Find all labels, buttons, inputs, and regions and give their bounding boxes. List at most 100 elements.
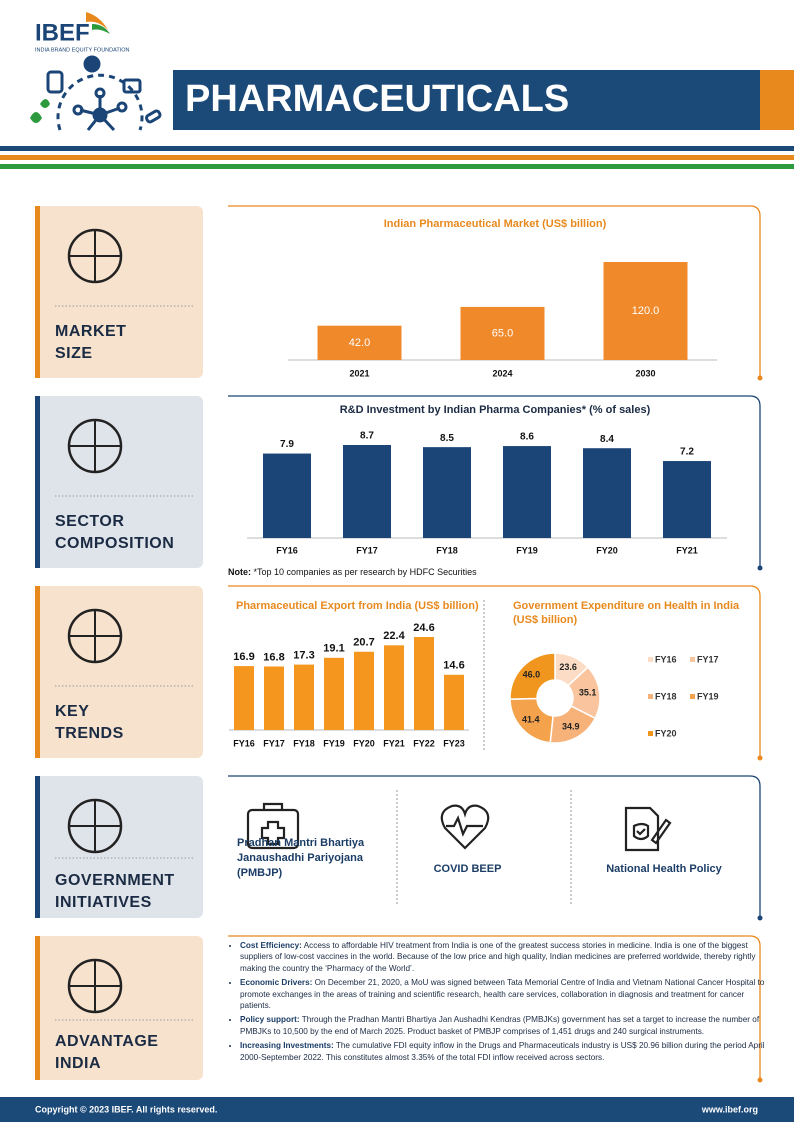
section-accent <box>35 396 40 568</box>
data-label: 46.0 <box>523 669 541 679</box>
data-label: 20.7 <box>353 637 374 649</box>
bar <box>354 651 374 730</box>
data-label: 35.1 <box>579 688 597 698</box>
section-label: ADVANTAGE <box>55 1033 158 1050</box>
legend-label: FY17 <box>697 654 719 664</box>
data-label: 23.6 <box>559 662 577 672</box>
section-label: SIZE <box>55 345 93 362</box>
data-label: 7.9 <box>280 439 294 450</box>
section-frame-dot <box>757 915 763 921</box>
stripe <box>0 146 794 151</box>
section-label: MARKET <box>55 323 126 340</box>
pie-slice <box>509 652 556 700</box>
website: www.ibef.org <box>701 1104 758 1114</box>
bar <box>414 637 434 730</box>
bar <box>263 453 311 538</box>
data-label: 19.1 <box>323 643 344 655</box>
advantage-label: Policy support: <box>240 1015 300 1025</box>
note-text: *Top 10 companies as per research by HDF… <box>253 567 477 577</box>
section-accent <box>35 586 40 758</box>
advantage-text: Access to affordable HIV treatment from … <box>240 941 756 973</box>
data-label: 120.0 <box>632 305 660 317</box>
footer-bar <box>0 1097 794 1122</box>
advantage-text: Through the Pradhan Mantri Bhartiya Jan … <box>240 1015 760 1036</box>
section-accent <box>35 206 40 378</box>
stripe <box>0 164 794 169</box>
section-box <box>35 206 203 378</box>
advantage-item: Increasing Investments: The cumulative F… <box>240 1040 772 1063</box>
bar <box>663 461 711 538</box>
bar <box>234 666 254 730</box>
bar <box>324 657 344 730</box>
section-accent <box>35 776 40 918</box>
section-box <box>35 396 203 568</box>
initiative-icons <box>246 802 672 852</box>
legend-swatch <box>648 731 653 736</box>
data-label: 34.9 <box>562 721 580 731</box>
data-label: 7.2 <box>680 447 694 458</box>
x-tick-label: FY19 <box>323 738 345 748</box>
data-label: 22.4 <box>383 630 405 642</box>
note: Note: *Top 10 companies as per research … <box>228 567 477 577</box>
advantage-item: Economic Drivers: On December 21, 2020, … <box>240 977 772 1011</box>
data-label: 16.9 <box>233 651 254 663</box>
x-tick-label: FY16 <box>276 545 298 555</box>
bar <box>317 325 402 360</box>
section-frame <box>228 395 761 568</box>
advantages-list: Cost Efficiency: Access to affordable HI… <box>228 940 772 1066</box>
x-tick-label: FY19 <box>516 545 538 555</box>
section-box <box>35 936 203 1080</box>
bar <box>503 446 551 538</box>
section-frame-dot <box>757 375 763 381</box>
x-tick-label: FY22 <box>413 738 435 748</box>
title-bar-accent <box>760 70 794 130</box>
bar <box>423 447 471 538</box>
logo: IBEF <box>35 19 90 46</box>
x-tick-label: FY17 <box>356 545 378 555</box>
advantage-item: Cost Efficiency: Access to affordable HI… <box>240 940 772 974</box>
x-tick-label: FY20 <box>353 738 375 748</box>
data-label: 17.3 <box>293 650 314 662</box>
x-tick-label: 2021 <box>349 368 369 378</box>
bar <box>603 262 688 360</box>
data-label: 16.8 <box>263 651 284 663</box>
legend-label: FY16 <box>655 654 677 664</box>
data-label: 8.7 <box>360 431 374 442</box>
section-frame-dot <box>757 565 763 571</box>
section-icon <box>69 610 121 662</box>
advantage-item: Policy support: Through the Pradhan Mant… <box>240 1014 772 1037</box>
data-label: 14.6 <box>443 660 464 672</box>
initiative: COVID BEEP <box>433 863 502 875</box>
x-tick-label: 2030 <box>635 368 655 378</box>
section-icon <box>69 230 121 282</box>
x-tick-label: FY20 <box>596 545 618 555</box>
advantage-label: Economic Drivers: <box>240 978 313 988</box>
section-label: TRENDS <box>55 725 124 742</box>
data-label: 65.0 <box>492 327 513 339</box>
section-accent <box>35 936 40 1080</box>
x-tick-label: FY21 <box>383 738 405 748</box>
section-icon <box>69 420 121 472</box>
bar <box>384 645 404 730</box>
bar <box>583 448 631 538</box>
section-frame <box>228 205 761 378</box>
advantage-label: Cost Efficiency: <box>240 941 302 950</box>
section-icon <box>69 960 121 1012</box>
copyright: Copyright © 2023 IBEF. All rights reserv… <box>35 1104 217 1114</box>
section-frame-dot <box>757 1077 763 1083</box>
advantage-text: The cumulative FDI equity inflow in the … <box>240 1041 765 1062</box>
section-frame-dot <box>757 755 763 761</box>
legend-label: FY20 <box>655 728 677 738</box>
initiative: Pradhan Mantri Bhartiya Janaushadhi Pari… <box>237 837 365 879</box>
x-tick-label: FY18 <box>293 738 315 748</box>
header-icon <box>30 55 162 132</box>
initiative: National Health Policy <box>606 863 722 875</box>
data-label: 24.6 <box>413 622 434 634</box>
x-tick-label: FY16 <box>233 738 255 748</box>
logo-subtitle: INDIA BRAND EQUITY FOUNDATION <box>35 47 130 53</box>
chart-title: R&D Investment by Indian Pharma Companie… <box>340 404 651 416</box>
data-label: 8.5 <box>440 433 454 444</box>
data-label: 41.4 <box>522 715 540 725</box>
